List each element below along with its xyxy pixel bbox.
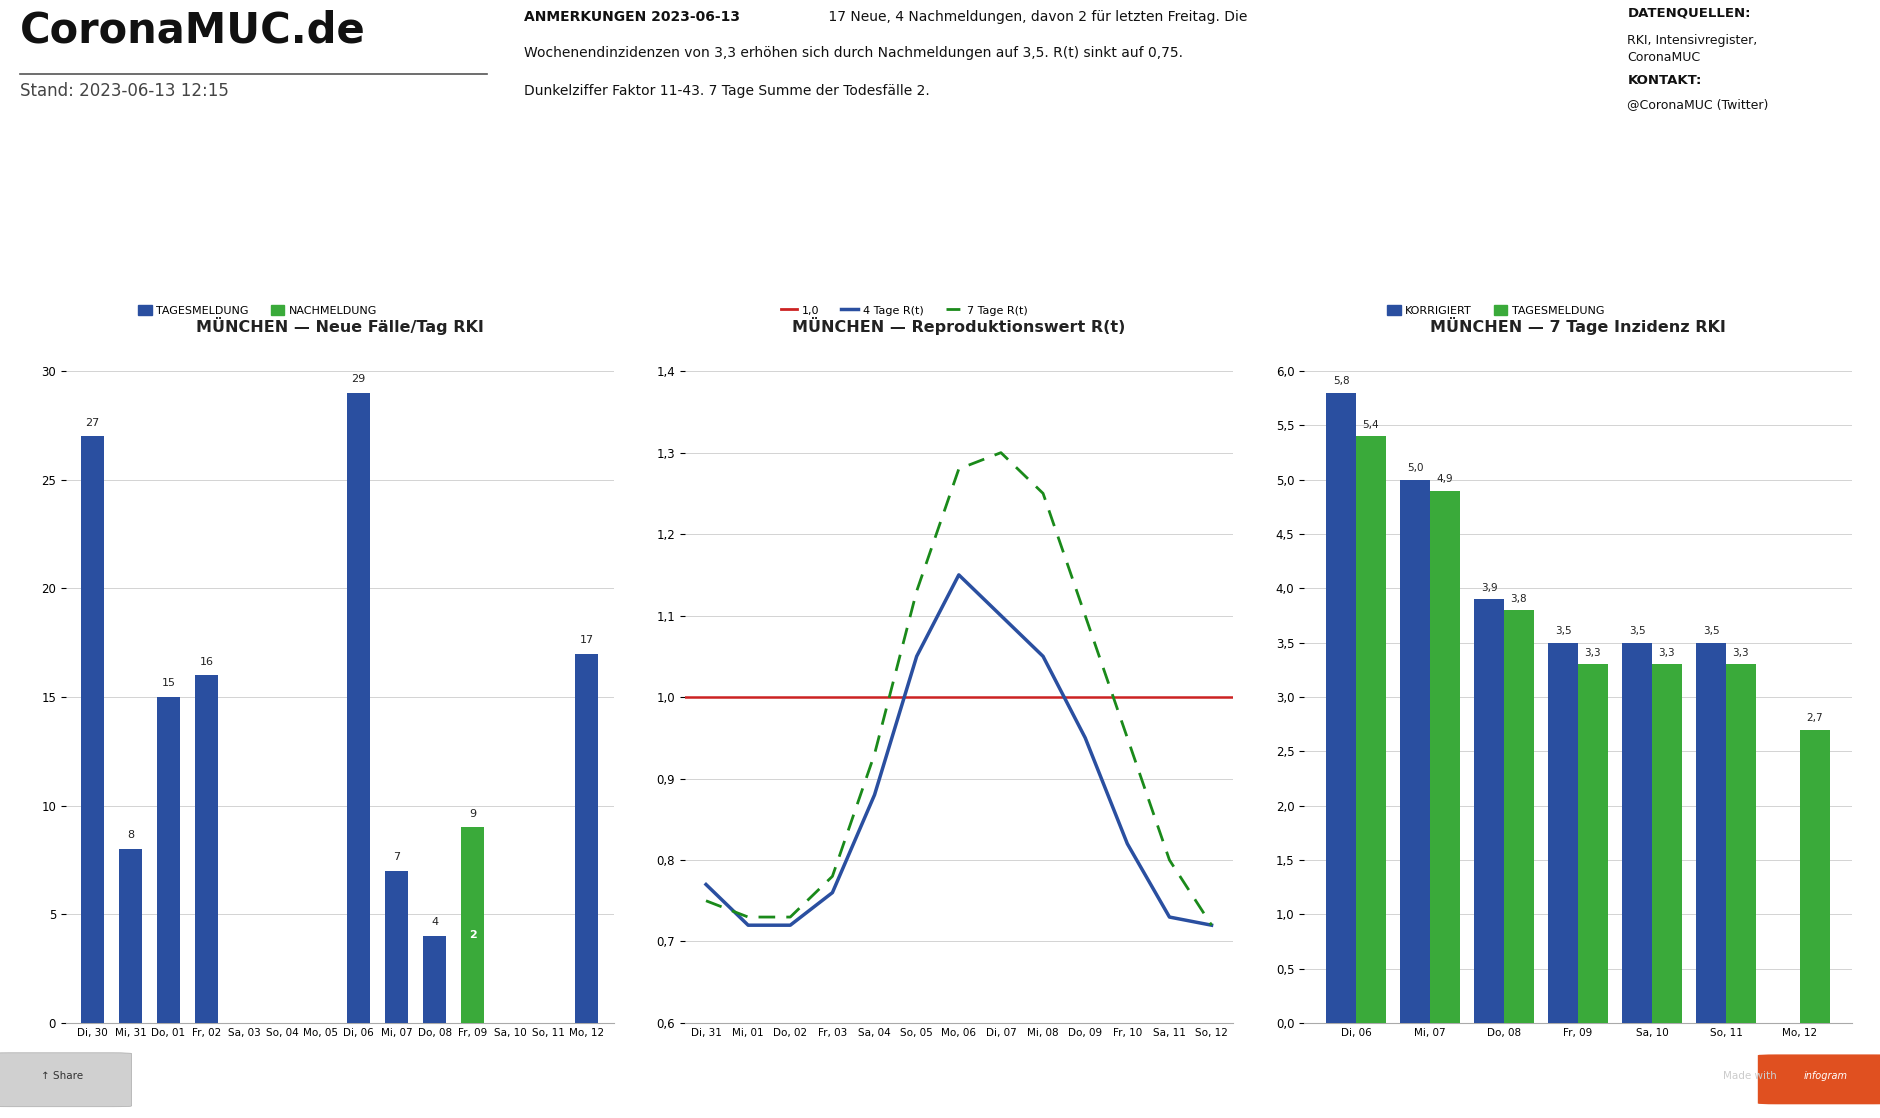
Text: 7: 7 <box>393 852 400 862</box>
Text: @CoronaMUC (Twitter): @CoronaMUC (Twitter) <box>1628 98 1769 112</box>
Text: +0: +0 <box>438 199 502 241</box>
Bar <box>1355 436 1386 1023</box>
Text: 5,0: 5,0 <box>1406 463 1423 473</box>
Text: DATENQUELLEN:: DATENQUELLEN: <box>1628 6 1750 19</box>
Text: 9: 9 <box>470 808 476 818</box>
Bar <box>1726 664 1756 1023</box>
Text: 3,8: 3,8 <box>1510 594 1527 604</box>
Text: 3,9: 3,9 <box>1481 582 1498 593</box>
Text: Täglich: Täglich <box>765 326 801 337</box>
Bar <box>461 827 485 1023</box>
Text: 17: 17 <box>579 635 594 645</box>
FancyBboxPatch shape <box>1758 1054 1880 1105</box>
Bar <box>1696 643 1726 1023</box>
Text: 4: 4 <box>431 918 438 927</box>
Text: INZIDENZ RKI: INZIDENZ RKI <box>1683 132 1767 142</box>
Bar <box>385 871 408 1023</box>
Text: Di–Sa.*: Di–Sa.* <box>449 329 489 339</box>
Bar <box>1431 491 1459 1023</box>
Text: Wochenendinzidenzen von 3,3 erhöhen sich durch Nachmeldungen auf 3,5. R(t) sinkt: Wochenendinzidenzen von 3,3 erhöhen sich… <box>525 46 1183 59</box>
Text: 0,75 ▼: 0,75 ▼ <box>1337 199 1485 241</box>
Text: 3,3: 3,3 <box>1585 648 1602 659</box>
Text: 5,4: 5,4 <box>1363 420 1380 429</box>
Text: Stand: 2023-06-13 12:15: Stand: 2023-06-13 12:15 <box>21 82 229 100</box>
Text: Di–Sa.*: Di–Sa.* <box>1705 288 1745 299</box>
Bar <box>1622 643 1653 1023</box>
Legend: TAGESMELDUNG, NACHMELDUNG: TAGESMELDUNG, NACHMELDUNG <box>137 305 376 315</box>
Title: MÜNCHEN — Reproduktionswert R(t): MÜNCHEN — Reproduktionswert R(t) <box>791 318 1126 335</box>
Title: MÜNCHEN — Neue Fälle/Tag RKI: MÜNCHEN — Neue Fälle/Tag RKI <box>196 318 483 335</box>
Text: 2: 2 <box>468 930 478 940</box>
Text: MÜNCHEN: MÜNCHEN <box>688 283 741 293</box>
Text: CoronaMUC.de: CoronaMUC.de <box>21 10 367 51</box>
Text: 3,5: 3,5 <box>1703 626 1720 636</box>
Text: +21: +21 <box>109 199 201 241</box>
Text: 15: 15 <box>162 679 175 689</box>
Bar <box>1401 480 1431 1023</box>
Text: DUNKELZIFFER FAKTOR: DUNKELZIFFER FAKTOR <box>1023 132 1169 142</box>
Bar <box>1653 664 1681 1023</box>
Text: Gesamt: 721.563: Gesamt: 721.563 <box>107 288 203 299</box>
Bar <box>158 698 180 1023</box>
Bar <box>1549 643 1577 1023</box>
Text: ANMERKUNGEN 2023-06-13: ANMERKUNGEN 2023-06-13 <box>525 10 741 23</box>
Text: Made with: Made with <box>1722 1071 1777 1081</box>
Text: 27: 27 <box>85 418 100 428</box>
Text: 3,3: 3,3 <box>1658 648 1675 659</box>
Text: 5,8: 5,8 <box>1333 377 1350 387</box>
Text: Täglich: Täglich <box>1077 329 1117 339</box>
Text: Gesamt: 2.645: Gesamt: 2.645 <box>429 288 511 299</box>
Text: Dunkelziffer Faktor 11-43. 7 Tage Summe der Todesfälle 2.: Dunkelziffer Faktor 11-43. 7 Tage Summe … <box>525 84 931 98</box>
Text: 7: 7 <box>699 199 729 241</box>
Text: RKI, Intensivregister,
CoronaMUC: RKI, Intensivregister, CoronaMUC <box>1628 34 1758 64</box>
Text: 17 Neue, 4 Nachmeldungen, davon 2 für letzten Freitag. Die: 17 Neue, 4 Nachmeldungen, davon 2 für le… <box>823 10 1246 23</box>
Text: -1: -1 <box>829 199 874 241</box>
Bar <box>1504 610 1534 1023</box>
Text: infogram: infogram <box>1803 1071 1848 1081</box>
Text: INTENSIVBETTENBELEGUNG: INTENSIVBETTENBELEGUNG <box>696 132 870 142</box>
Text: * RKI Zahlen zu Inzidenz, Fallzahlen, Nachmeldungen und Todesfällen: Dienstag bi: * RKI Zahlen zu Inzidenz, Fallzahlen, Na… <box>461 1069 1419 1083</box>
Text: REPRODUKTIONSWERT: REPRODUKTIONSWERT <box>1339 132 1481 142</box>
Text: IFR/KH basiert: IFR/KH basiert <box>1057 288 1136 299</box>
Bar <box>1325 392 1355 1023</box>
Text: 29: 29 <box>352 375 367 385</box>
Bar <box>196 675 218 1023</box>
Text: Di–Sa.*: Di–Sa.* <box>135 329 175 339</box>
Bar <box>575 654 598 1023</box>
Text: 2,7: 2,7 <box>1807 713 1824 723</box>
Text: 2,7: 2,7 <box>1688 199 1762 241</box>
Text: 11–43: 11–43 <box>1028 199 1166 241</box>
Bar <box>1577 664 1607 1023</box>
Bar <box>1799 730 1829 1023</box>
Legend: 1,0, 4 Tage R(t), 7 Tage R(t): 1,0, 4 Tage R(t), 7 Tage R(t) <box>780 305 1026 315</box>
Text: Quelle: CoronaMUC: Quelle: CoronaMUC <box>1357 288 1465 299</box>
Bar <box>348 392 370 1023</box>
Text: Täglich: Täglich <box>1391 329 1431 339</box>
Text: 3,3: 3,3 <box>1733 648 1748 659</box>
Bar <box>81 436 103 1023</box>
Text: 3,5: 3,5 <box>1555 626 1572 636</box>
FancyBboxPatch shape <box>0 1053 132 1107</box>
Text: 4,9: 4,9 <box>1436 474 1453 484</box>
Text: 8: 8 <box>126 831 133 841</box>
Text: 16: 16 <box>199 656 214 666</box>
Title: MÜNCHEN — 7 Tage Inzidenz RKI: MÜNCHEN — 7 Tage Inzidenz RKI <box>1431 318 1726 335</box>
Text: BESTÄTIGTE FÄLLE: BESTÄTIGTE FÄLLE <box>98 132 212 142</box>
Bar <box>1474 599 1504 1023</box>
Text: TODESFÄLLE: TODESFÄLLE <box>431 132 508 142</box>
Legend: KORRIGIERT, TAGESMELDUNG: KORRIGIERT, TAGESMELDUNG <box>1387 305 1604 315</box>
Bar <box>118 850 141 1023</box>
Text: VERÄNDERUNG: VERÄNDERUNG <box>812 283 891 293</box>
Bar <box>423 936 446 1023</box>
Text: ↑ Share: ↑ Share <box>41 1071 83 1081</box>
Text: 3,5: 3,5 <box>1628 626 1645 636</box>
Text: KONTAKT:: KONTAKT: <box>1628 75 1701 87</box>
